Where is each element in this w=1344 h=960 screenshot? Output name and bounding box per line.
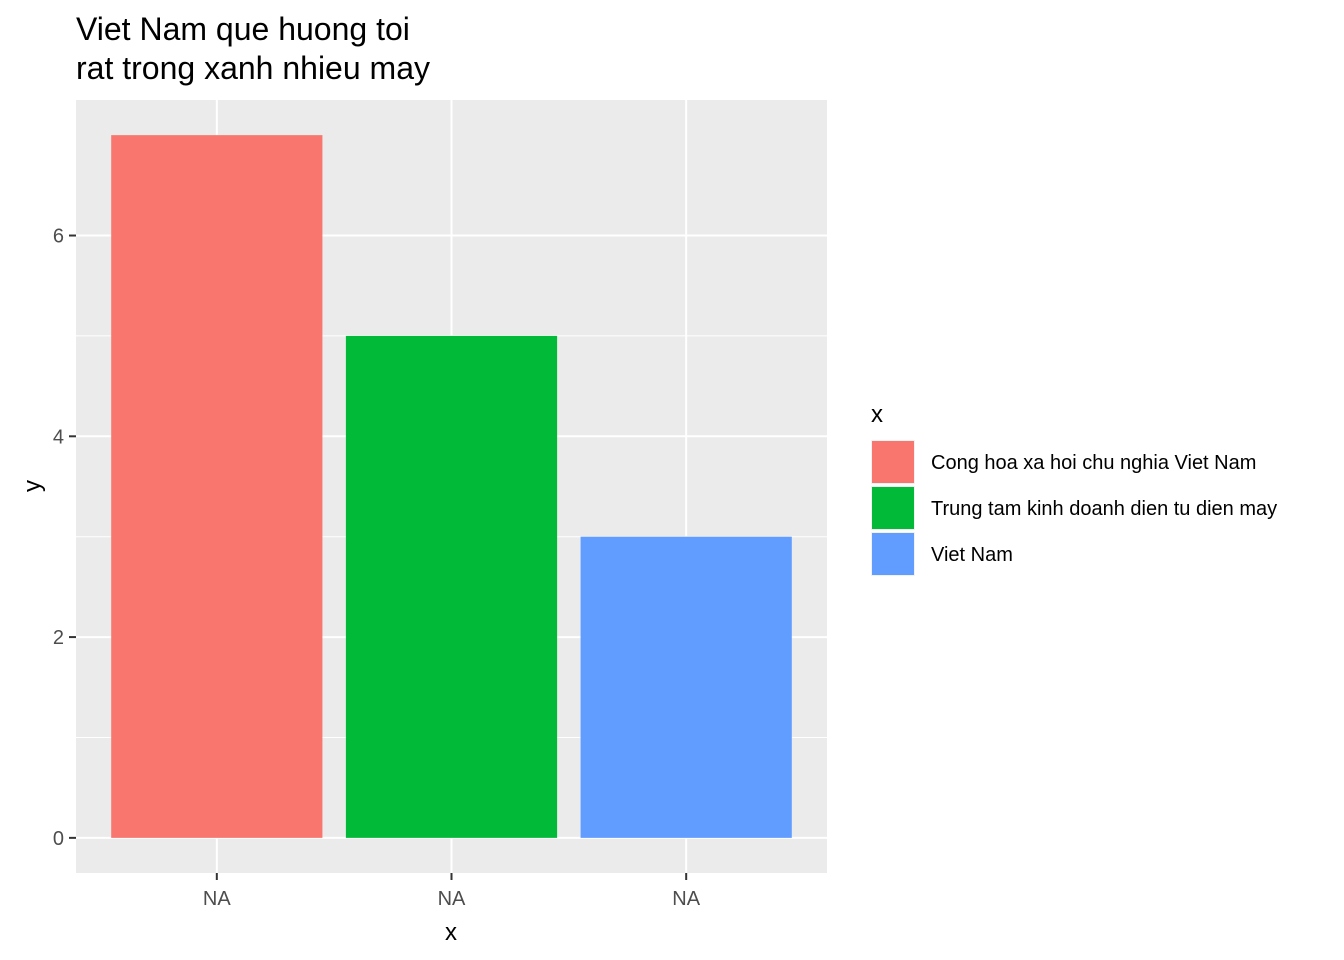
- y-axis: 0 2 4 6: [53, 226, 76, 850]
- bars: [111, 135, 792, 838]
- chart-title-line-1: Viet Nam que huong toi: [76, 11, 410, 47]
- bar-3: [580, 536, 792, 838]
- x-axis-title: x: [445, 919, 457, 946]
- y-tick-label: 2: [53, 627, 64, 649]
- bar-2: [345, 335, 558, 838]
- legend-title: x: [871, 401, 883, 428]
- x-tick-label: NA: [438, 888, 466, 910]
- x-tick-label: NA: [203, 888, 231, 910]
- y-tick-label: 0: [53, 828, 64, 850]
- legend-label-2: Trung tam kinh doanh dien tu dien may: [931, 498, 1277, 520]
- x-axis: NA NA NA: [203, 873, 701, 910]
- legend-label-1: Cong hoa xa hoi chu nghia Viet Nam: [931, 452, 1256, 474]
- legend-label-3: Viet Nam: [931, 544, 1013, 566]
- legend: x Cong hoa xa hoi chu nghia Viet Nam Trun…: [871, 401, 1277, 576]
- x-tick-label: NA: [672, 888, 700, 910]
- y-tick-label: 6: [53, 226, 64, 248]
- chart-title-line-2: rat trong xanh nhieu may: [76, 50, 430, 86]
- y-axis-title: y: [19, 480, 46, 492]
- y-tick-label: 4: [53, 426, 64, 448]
- legend-key-2: [872, 487, 914, 529]
- legend-key-1: [872, 441, 914, 483]
- bar-1: [111, 135, 323, 838]
- legend-key-3: [872, 533, 914, 575]
